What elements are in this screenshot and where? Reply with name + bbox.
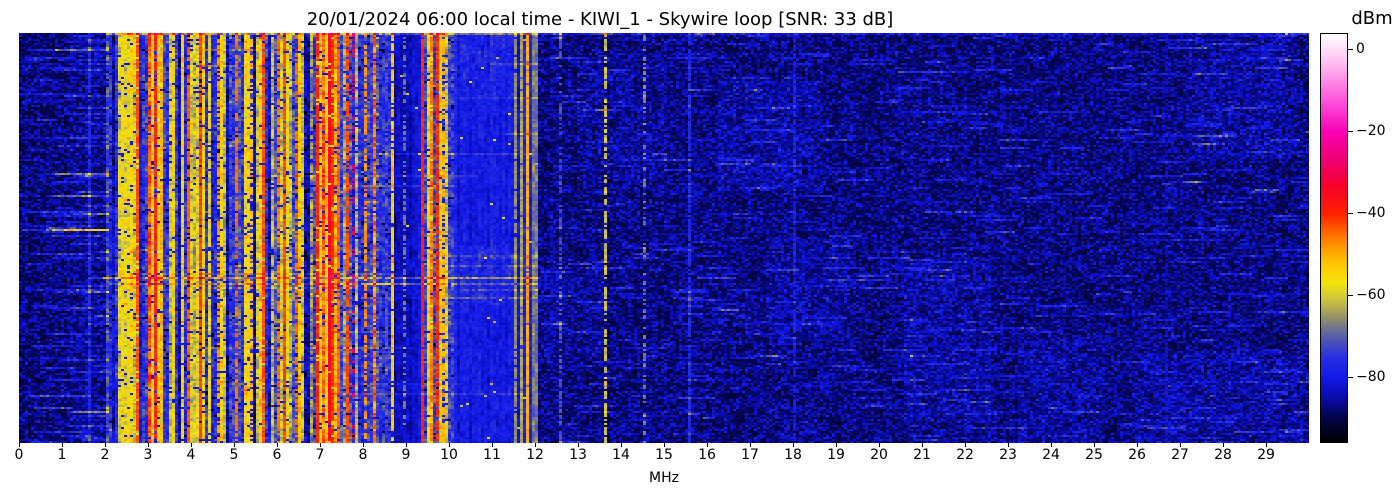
x-tick-mark	[1223, 443, 1224, 447]
x-tick-mark	[707, 443, 708, 447]
x-tick-label: 20	[870, 447, 888, 463]
x-tick-label: 29	[1257, 447, 1275, 463]
x-tick-label: 17	[741, 447, 759, 463]
x-tick-label: 0	[14, 447, 24, 463]
x-tick-mark	[105, 443, 106, 447]
x-tick-label: 15	[655, 447, 673, 463]
x-tick-label: 28	[1214, 447, 1232, 463]
x-tick-label: 7	[315, 447, 325, 463]
colorbar-tick-label: −60	[1356, 287, 1386, 304]
x-tick-mark	[1051, 443, 1052, 447]
x-tick-mark	[492, 443, 493, 447]
colorbar-tick-mark	[1348, 295, 1353, 297]
x-tick-mark	[879, 443, 880, 447]
x-tick-label: 27	[1171, 447, 1189, 463]
colorbar-unit-label: dBm	[1351, 8, 1393, 29]
x-tick-mark	[1266, 443, 1267, 447]
x-tick-mark	[1094, 443, 1095, 447]
colorbar	[1320, 33, 1348, 443]
x-tick-mark	[234, 443, 235, 447]
x-tick-label: 9	[401, 447, 411, 463]
x-tick-mark	[363, 443, 364, 447]
x-tick-label: 21	[913, 447, 931, 463]
x-tick-label: 19	[827, 447, 845, 463]
x-tick-label: 23	[999, 447, 1017, 463]
colorbar-tick-mark	[1348, 377, 1353, 379]
colorbar-tick-mark	[1348, 49, 1353, 51]
x-tick-label: 5	[229, 447, 239, 463]
x-tick-mark	[1137, 443, 1138, 447]
x-tick-label: 12	[526, 447, 544, 463]
x-tick-mark	[535, 443, 536, 447]
x-tick-mark	[621, 443, 622, 447]
x-tick-mark	[664, 443, 665, 447]
colorbar-tick-mark	[1348, 213, 1353, 215]
x-tick-label: 13	[569, 447, 587, 463]
colorbar-tick-label: −40	[1356, 205, 1386, 222]
x-tick-mark	[578, 443, 579, 447]
x-tick-label: 3	[143, 447, 153, 463]
x-tick-label: 16	[698, 447, 716, 463]
x-tick-mark	[836, 443, 837, 447]
waterfall-heatmap	[19, 33, 1309, 443]
x-tick-mark	[277, 443, 278, 447]
x-axis-label: MHz	[649, 470, 679, 486]
x-tick-mark	[922, 443, 923, 447]
x-tick-mark	[1008, 443, 1009, 447]
x-tick-mark	[191, 443, 192, 447]
x-tick-mark	[750, 443, 751, 447]
x-tick-mark	[148, 443, 149, 447]
x-tick-label: 6	[272, 447, 282, 463]
x-tick-label: 1	[57, 447, 67, 463]
colorbar-tick-mark	[1348, 131, 1353, 133]
colorbar-tick-label: −20	[1356, 123, 1386, 140]
x-tick-label: 8	[358, 447, 368, 463]
x-tick-mark	[965, 443, 966, 447]
x-tick-label: 18	[784, 447, 802, 463]
x-tick-label: 10	[440, 447, 458, 463]
x-tick-label: 4	[186, 447, 196, 463]
x-tick-label: 24	[1042, 447, 1060, 463]
x-tick-mark	[62, 443, 63, 447]
x-tick-label: 26	[1128, 447, 1146, 463]
x-tick-mark	[19, 443, 20, 447]
plot-title: 20/01/2024 06:00 local time - KIWI_1 - S…	[306, 9, 894, 30]
x-tick-mark	[1180, 443, 1181, 447]
x-tick-mark	[406, 443, 407, 447]
x-tick-label: 11	[483, 447, 501, 463]
x-tick-mark	[449, 443, 450, 447]
colorbar-tick-label: 0	[1356, 41, 1365, 58]
x-tick-label: 2	[100, 447, 110, 463]
x-tick-mark	[320, 443, 321, 447]
x-tick-mark	[793, 443, 794, 447]
colorbar-tick-label: −80	[1356, 369, 1386, 386]
x-tick-label: 14	[612, 447, 630, 463]
x-tick-label: 25	[1085, 447, 1103, 463]
x-tick-label: 22	[956, 447, 974, 463]
